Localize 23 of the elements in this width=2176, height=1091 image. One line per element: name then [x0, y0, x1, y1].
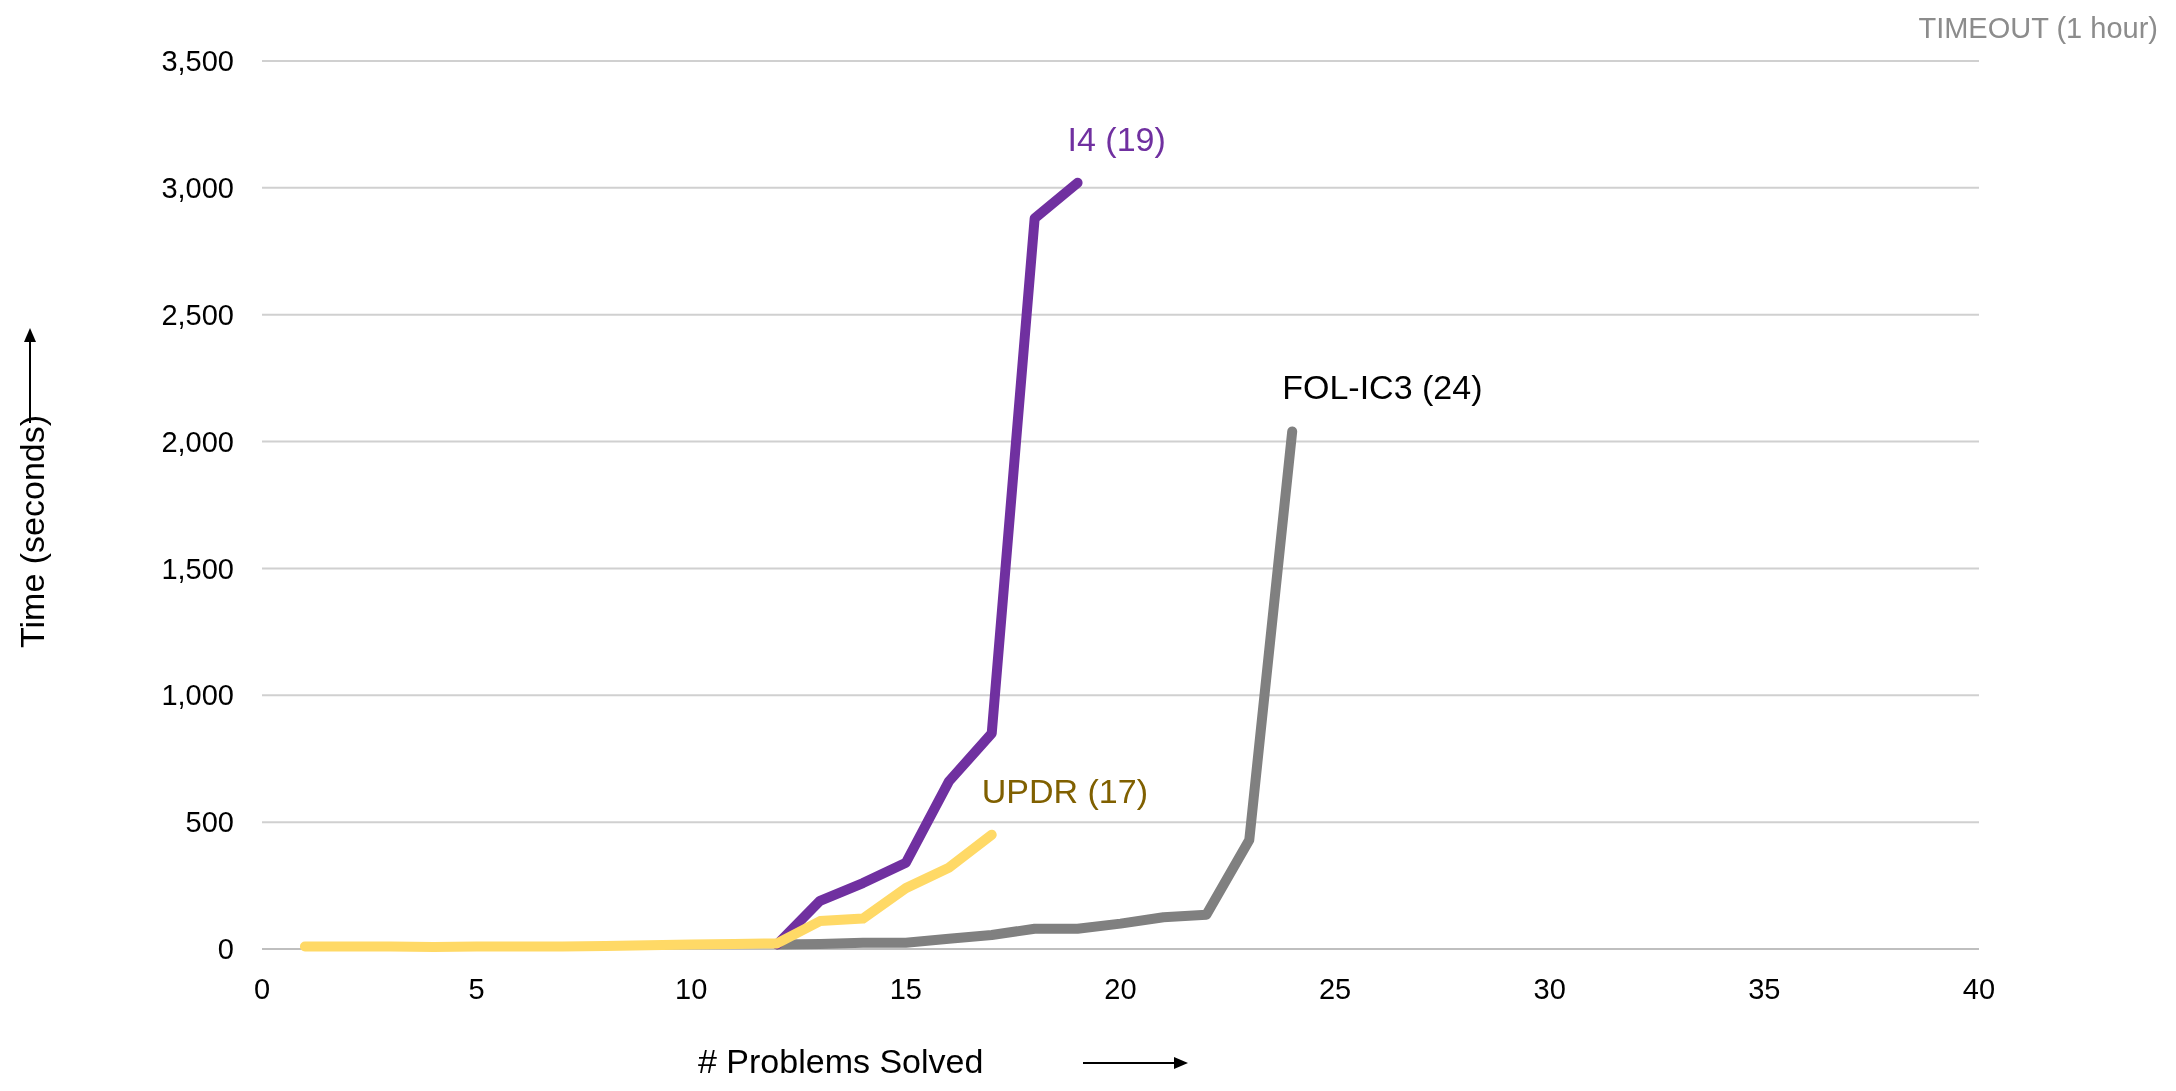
y-tick-label: 3,000	[161, 172, 234, 205]
series-label: I4 (19)	[1067, 119, 1166, 158]
x-tick-label: 5	[468, 973, 485, 1005]
x-tick-label: 20	[1104, 973, 1137, 1005]
x-tick-label: 30	[1533, 973, 1566, 1005]
y-tick-label: 2,500	[161, 298, 234, 331]
y-axis-title: Time (seconds)	[13, 414, 51, 648]
x-tick-label: 40	[1962, 973, 1996, 1005]
text: TIMEOUT (1 hour)	[1918, 12, 2158, 44]
x-tick-label: 10	[675, 973, 708, 1005]
series-label: FOL-IC3 (24)	[1282, 368, 1483, 407]
y-tick-label: 1,000	[161, 679, 234, 712]
x-tick-label: 25	[1318, 973, 1352, 1005]
x-tick-label: 0	[253, 973, 271, 1005]
y-tick-label: 2,000	[161, 425, 234, 458]
y-tick-label: 1,500	[161, 552, 234, 585]
x-tick-label: 35	[1748, 973, 1781, 1005]
y-tick-label: 500	[185, 806, 234, 839]
x-tick-label: 15	[889, 973, 923, 1005]
x-axis-title: # Problems Solved	[698, 1042, 984, 1080]
y-tick-label: 3,500	[161, 45, 234, 78]
series-label: UPDR (17)	[981, 771, 1148, 810]
y-tick-label: 0	[217, 933, 234, 966]
